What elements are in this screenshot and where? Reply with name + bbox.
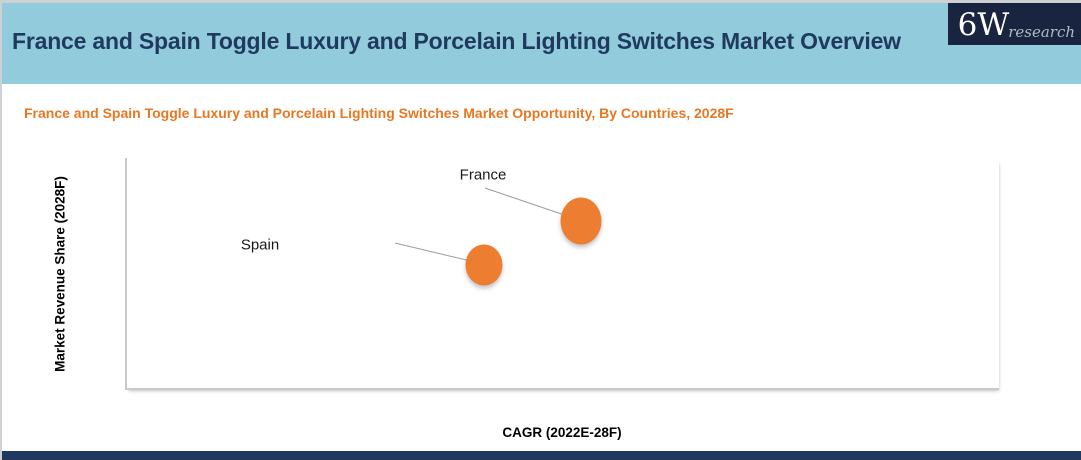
brand-logo: 6W research bbox=[947, 3, 1081, 45]
page-title: France and Spain Toggle Luxury and Porce… bbox=[12, 28, 901, 54]
point-label-spain: Spain bbox=[240, 236, 280, 254]
y-axis-title: Market Revenue Share (2028F) bbox=[52, 176, 68, 372]
chart-subtitle: France and Spain Toggle Luxury and Porce… bbox=[24, 105, 734, 121]
top-border-strip bbox=[2, 0, 1081, 3]
bottom-accent-bar bbox=[2, 451, 1081, 460]
x-axis-title: CAGR (2022E-28F) bbox=[502, 425, 622, 440]
plot-area bbox=[125, 158, 999, 390]
logo-6w-text: 6W bbox=[957, 7, 1010, 43]
logo-research-text: research bbox=[1008, 23, 1075, 41]
point-label-france: France bbox=[459, 166, 507, 184]
header-banner: France and Spain Toggle Luxury and Porce… bbox=[2, 3, 1081, 84]
